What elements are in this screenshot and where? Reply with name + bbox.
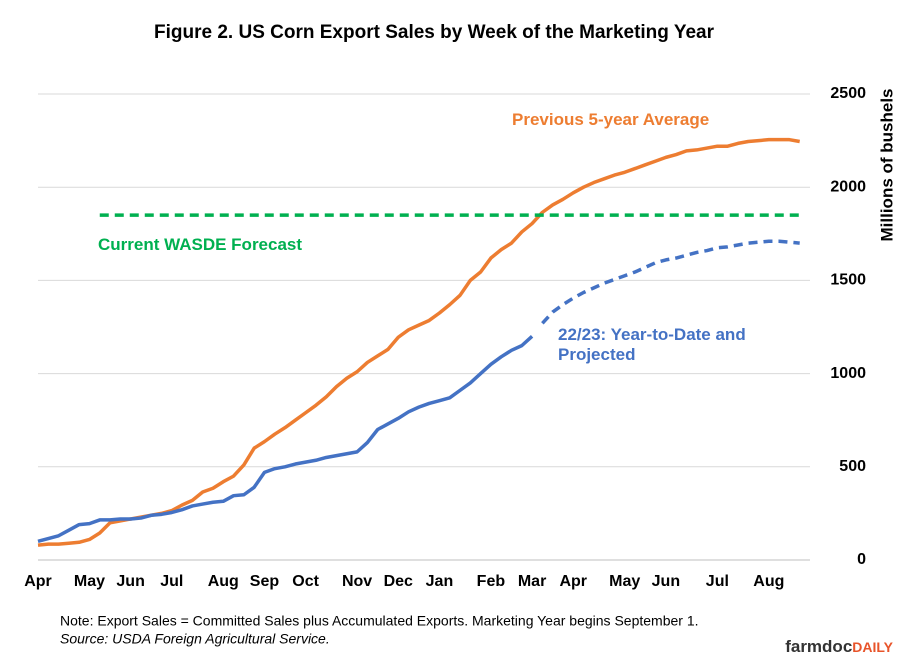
x-tick-label: Feb bbox=[477, 573, 506, 590]
x-tick-label: Dec bbox=[384, 573, 413, 590]
y-tick-label: 1500 bbox=[830, 272, 866, 289]
chart-title: Figure 2. US Corn Export Sales by Week o… bbox=[154, 22, 715, 43]
x-tick-label: Apr bbox=[24, 573, 52, 590]
x-tick-label: May bbox=[609, 573, 640, 590]
x-tick-label: Aug bbox=[753, 573, 784, 590]
x-tick-label: Jul bbox=[160, 573, 183, 590]
x-tick-label: Jan bbox=[426, 573, 454, 590]
x-tick-label: Apr bbox=[559, 573, 587, 590]
series-label: 22/23: Year-to-Date and Projected bbox=[558, 325, 746, 364]
series-line bbox=[541, 239, 800, 325]
series-label: Current WASDE Forecast bbox=[98, 235, 303, 254]
x-tick-label: Oct bbox=[292, 573, 319, 590]
y-tick-label: 1000 bbox=[830, 365, 866, 382]
x-tick-label: May bbox=[74, 573, 105, 590]
x-tick-label: Aug bbox=[208, 573, 239, 590]
logo-part: farmdoc bbox=[785, 637, 852, 656]
note: Note: Export Sales = Committed Sales plu… bbox=[60, 613, 699, 629]
x-tick-label: Sep bbox=[250, 573, 280, 590]
y-tick-label: 500 bbox=[839, 458, 866, 475]
x-tick-label: Jun bbox=[652, 573, 680, 590]
x-tick-label: Jun bbox=[116, 573, 144, 590]
logo-part: DAILY bbox=[852, 639, 893, 655]
series-label: Previous 5-year Average bbox=[512, 110, 710, 129]
y-tick-label: 2500 bbox=[830, 85, 866, 102]
x-tick-label: Mar bbox=[518, 573, 546, 590]
x-tick-label: Nov bbox=[342, 573, 372, 590]
y-axis-label: Millions of bushels bbox=[877, 88, 896, 241]
y-tick-label: 2000 bbox=[830, 178, 866, 195]
x-tick-label: Jul bbox=[706, 573, 729, 590]
y-tick-label: 0 bbox=[857, 551, 866, 568]
logo: farmdocDAILY bbox=[785, 637, 893, 656]
series-line bbox=[37, 335, 534, 544]
source: Source: USDA Foreign Agricultural Servic… bbox=[60, 631, 330, 647]
